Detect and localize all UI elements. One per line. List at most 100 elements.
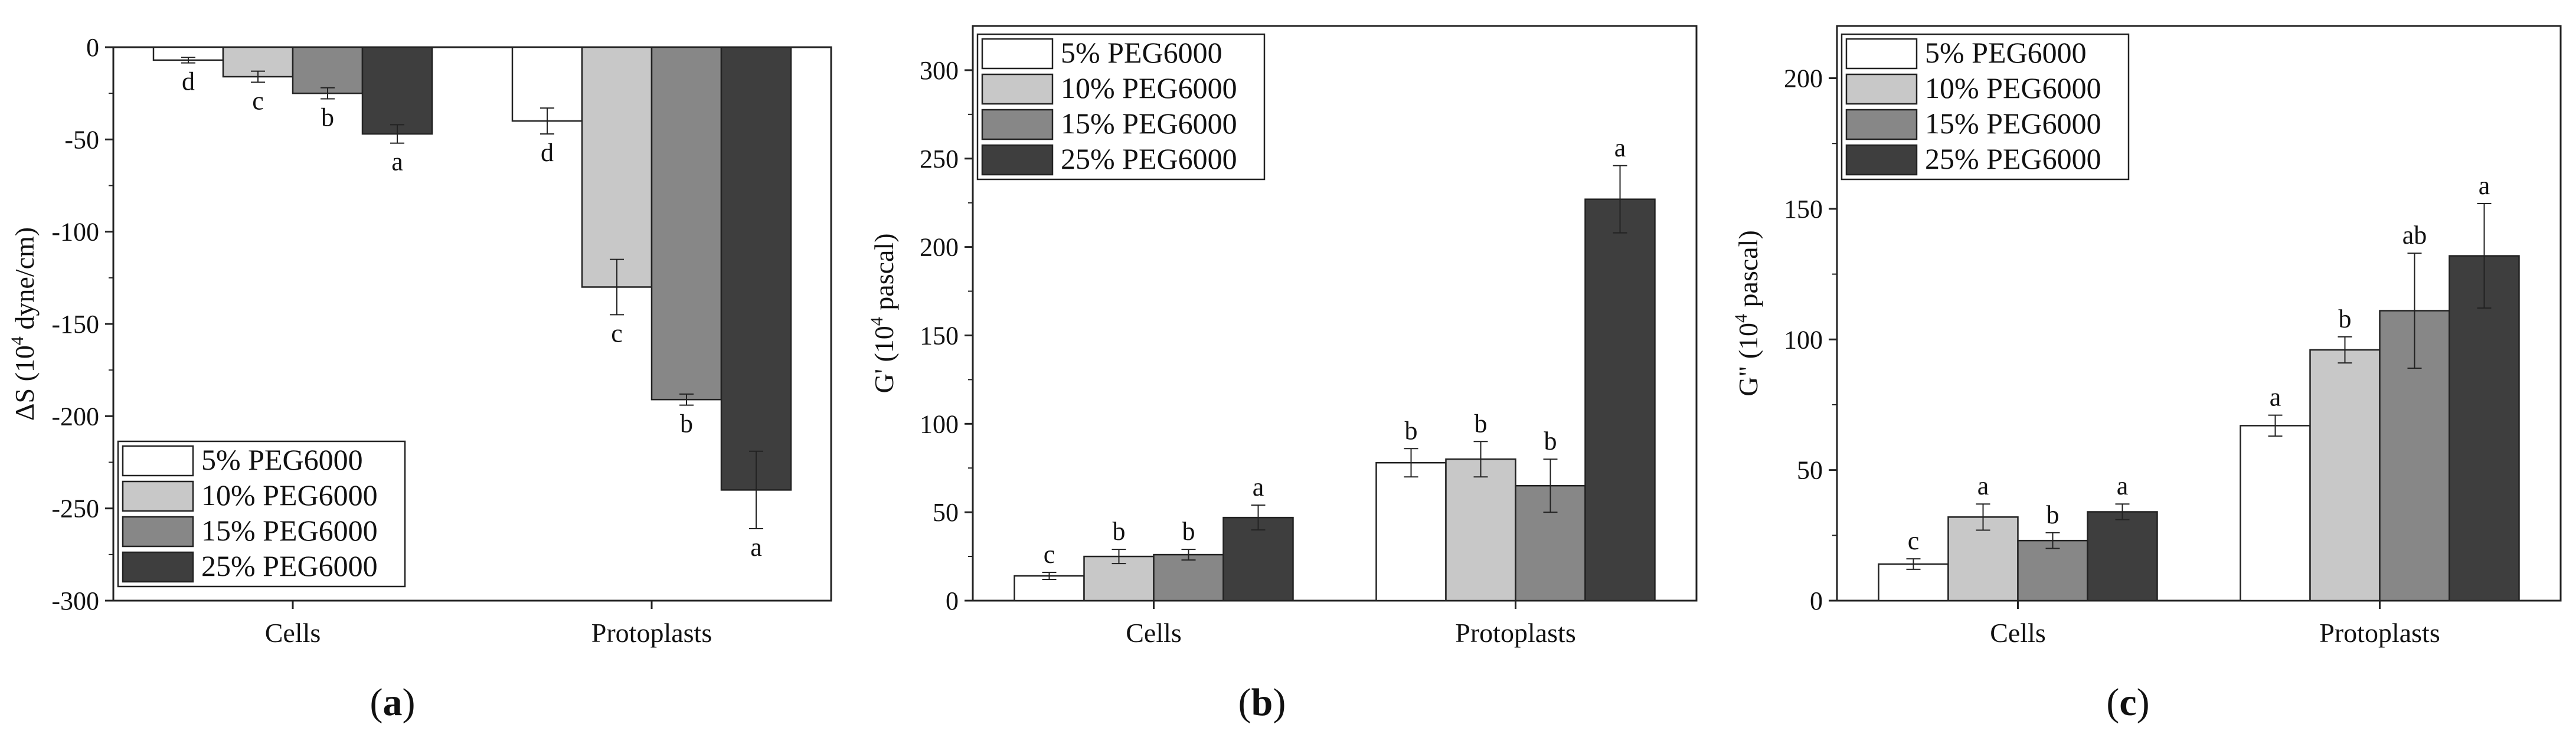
panel-label: (c) xyxy=(2106,681,2149,724)
bar-protoplasts-2 xyxy=(2309,349,2381,602)
significance-letter: b xyxy=(321,103,334,132)
bar-cells-4 xyxy=(2087,511,2158,602)
y-tick-label: 50 xyxy=(933,498,959,527)
bar-protoplasts-3 xyxy=(650,46,723,401)
bar-cells-3 xyxy=(2017,539,2088,602)
y-tick-label: 100 xyxy=(1784,325,1823,354)
x-tick-label: Protoplasts xyxy=(591,618,712,648)
y-tick-label: -200 xyxy=(51,402,99,431)
y-tick-label: 0 xyxy=(946,586,959,615)
significance-letter: b xyxy=(1113,517,1126,546)
legend-swatch xyxy=(981,38,1054,70)
significance-letter: c xyxy=(1908,526,1920,555)
significance-letter: b xyxy=(680,409,693,438)
significance-letter: b xyxy=(2047,500,2060,529)
x-tick-label: Cells xyxy=(1990,618,2046,648)
legend-swatch xyxy=(981,144,1054,176)
significance-letter: c xyxy=(1044,540,1055,569)
x-tick-label: Protoplasts xyxy=(1455,618,1575,648)
legend-label: 25% PEG6000 xyxy=(1925,142,2101,175)
significance-letter: b xyxy=(1405,416,1418,445)
legend-swatch xyxy=(1845,144,1918,176)
significance-letter: c xyxy=(611,319,623,348)
y-axis-label: G" (104 pascal) xyxy=(1731,230,1763,397)
y-tick-label: 200 xyxy=(1784,64,1823,93)
bar-protoplasts-2 xyxy=(581,46,653,288)
significance-letter: b xyxy=(1182,517,1195,546)
significance-letter: a xyxy=(750,533,762,562)
bar-protoplasts-2 xyxy=(1445,458,1516,602)
panel-label: (a) xyxy=(370,681,416,724)
legend-label: 10% PEG6000 xyxy=(1061,71,1237,104)
legend-swatch xyxy=(1845,73,1918,105)
bar-protoplasts-4 xyxy=(720,46,792,491)
legend-swatch xyxy=(122,516,194,548)
bar-cells-4 xyxy=(361,46,433,135)
legend-label: 15% PEG6000 xyxy=(201,514,378,547)
x-tick-label: Cells xyxy=(265,618,321,648)
y-axis-label: ΔS (104 dyne/cm) xyxy=(8,227,40,421)
y-tick-label: 150 xyxy=(920,321,959,350)
plot-frame xyxy=(972,25,1698,602)
bar-protoplasts-1 xyxy=(2240,425,2311,602)
legend-label: 5% PEG6000 xyxy=(1061,36,1222,69)
y-tick-label: -100 xyxy=(51,218,99,247)
y-tick-label: -300 xyxy=(51,586,99,615)
legend-label: 10% PEG6000 xyxy=(1925,71,2101,104)
x-tick-label: Protoplasts xyxy=(2319,618,2440,648)
bar-cells-4 xyxy=(1222,516,1294,602)
y-tick-label: 0 xyxy=(86,33,99,62)
significance-letter: b xyxy=(1544,427,1557,456)
plot-frame xyxy=(1836,25,2562,602)
chart-panel-b: 0 50 100 150 200 250 300 G' (104 pascal) Cells c b… xyxy=(867,25,1698,724)
y-tick-label: 100 xyxy=(920,409,959,438)
y-tick-label: 0 xyxy=(1810,586,1823,615)
bar-cells-3 xyxy=(292,46,364,94)
y-tick-label: 300 xyxy=(920,56,959,85)
legend-swatch xyxy=(1845,109,1918,140)
significance-letter: ab xyxy=(2402,221,2427,250)
legend-swatch xyxy=(122,551,194,583)
significance-letter: a xyxy=(1253,473,1264,502)
panel-label: (b) xyxy=(1238,681,1286,724)
legend-swatch xyxy=(122,480,194,512)
chart-panel-a: 0 -50 -100 -150 -200 -250 -300 ΔS (104 dyne/cm)… xyxy=(8,33,832,724)
legend-label: 25% PEG6000 xyxy=(201,549,378,582)
legend-swatch xyxy=(1845,38,1918,70)
legend-label: 5% PEG6000 xyxy=(1925,36,2087,69)
legend-swatch xyxy=(122,445,194,477)
significance-letter: d xyxy=(182,67,195,96)
significance-letter: a xyxy=(391,148,403,176)
legend-label: 15% PEG6000 xyxy=(1061,107,1237,140)
bar-cells-3 xyxy=(1153,553,1224,602)
y-tick-label: 200 xyxy=(920,233,959,262)
significance-letter: b xyxy=(1475,409,1488,438)
legend-swatch xyxy=(981,73,1054,105)
legend-label: 15% PEG6000 xyxy=(1925,107,2101,140)
y-tick-label: 150 xyxy=(1784,195,1823,224)
y-tick-label: 50 xyxy=(1797,456,1823,485)
y-tick-label: -150 xyxy=(51,310,99,339)
bar-protoplasts-1 xyxy=(1375,461,1447,602)
legend-label: 25% PEG6000 xyxy=(1061,142,1237,175)
significance-letter: a xyxy=(2479,171,2490,200)
significance-letter: d xyxy=(541,138,554,167)
significance-letter: a xyxy=(2270,383,2281,412)
significance-letter: a xyxy=(2117,471,2129,500)
legend-swatch xyxy=(981,109,1054,140)
significance-letter: a xyxy=(1977,471,1989,500)
significance-letter: a xyxy=(1614,133,1626,162)
y-tick-label: -50 xyxy=(64,125,99,154)
legend-label: 10% PEG6000 xyxy=(201,479,378,512)
x-tick-label: Cells xyxy=(1126,618,1182,648)
bar-cells-1 xyxy=(1878,563,1949,602)
significance-letter: b xyxy=(2339,304,2352,333)
y-tick-label: -250 xyxy=(51,494,99,523)
legend-label: 5% PEG6000 xyxy=(201,443,363,476)
y-tick-label: 250 xyxy=(920,145,959,173)
